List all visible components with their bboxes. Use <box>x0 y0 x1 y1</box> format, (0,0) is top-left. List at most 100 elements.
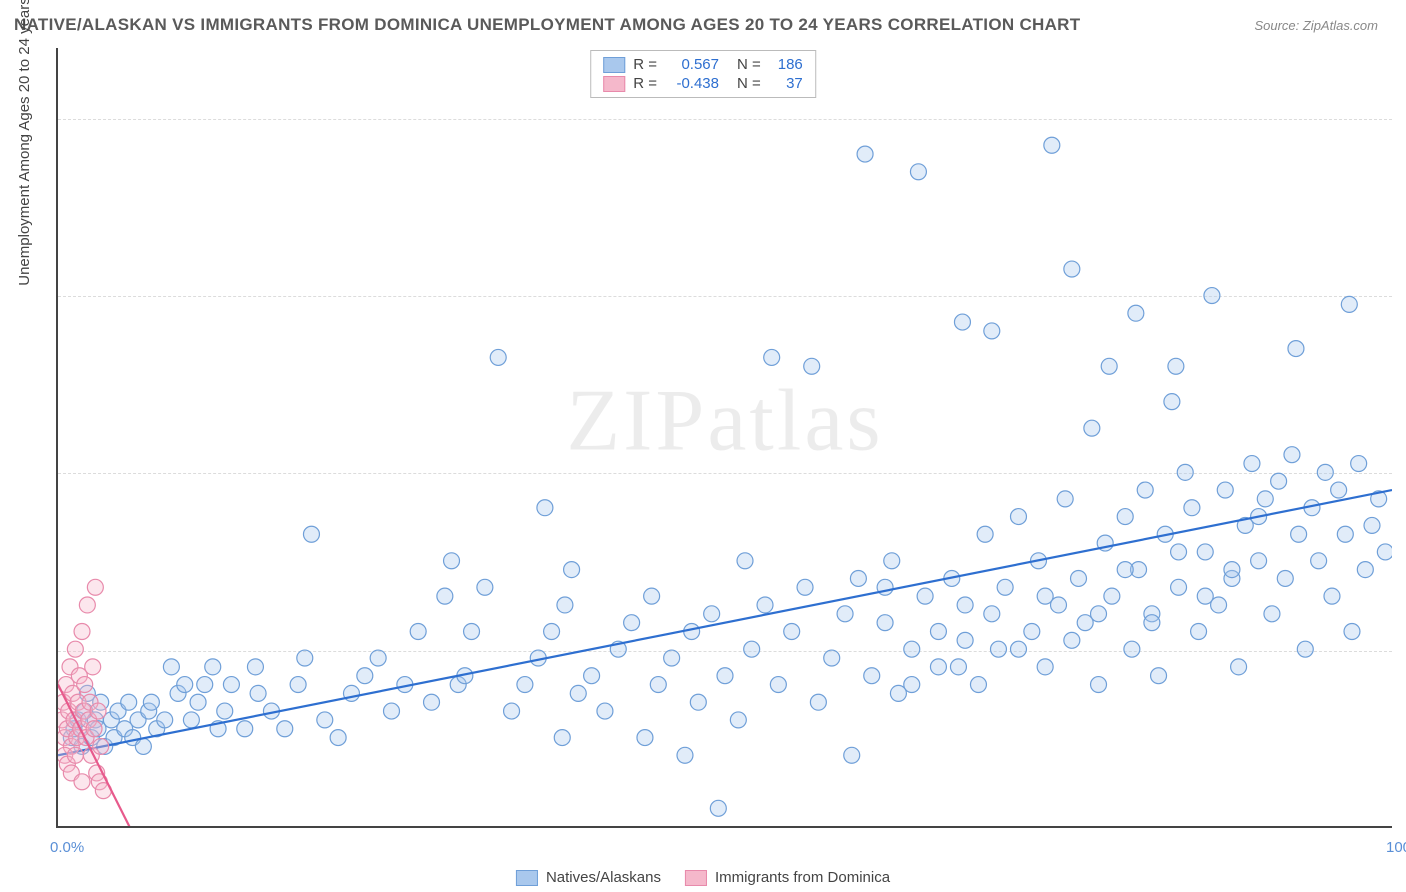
data-point <box>784 624 800 640</box>
series-name: Immigrants from Dominica <box>715 869 890 886</box>
data-point <box>1197 544 1213 560</box>
data-point <box>737 553 753 569</box>
data-point <box>757 597 773 613</box>
data-point <box>704 606 720 622</box>
data-point <box>1377 544 1392 560</box>
data-point <box>1137 482 1153 498</box>
data-point <box>223 677 239 693</box>
ytick-label: 80.0% <box>1396 110 1406 127</box>
data-point <box>1124 641 1140 657</box>
data-point <box>1164 394 1180 410</box>
data-point <box>1344 624 1360 640</box>
ytick-label: 60.0% <box>1396 288 1406 305</box>
data-point <box>74 624 90 640</box>
data-point <box>1168 358 1184 374</box>
data-point <box>1171 544 1187 560</box>
data-point <box>90 703 106 719</box>
data-point <box>86 721 102 737</box>
data-point <box>410 624 426 640</box>
data-point <box>370 650 386 666</box>
data-point <box>163 659 179 675</box>
data-point <box>1224 562 1240 578</box>
source-attribution: Source: ZipAtlas.com <box>1254 18 1378 33</box>
data-point <box>954 314 970 330</box>
data-point <box>424 694 440 710</box>
data-point <box>884 553 900 569</box>
legend-swatch-icon <box>603 76 625 92</box>
data-point <box>1171 579 1187 595</box>
data-point <box>217 703 233 719</box>
data-point <box>1291 526 1307 542</box>
data-point <box>1297 641 1313 657</box>
data-point <box>1317 464 1333 480</box>
series-legend-item: Immigrants from Dominica <box>685 869 890 886</box>
data-point <box>1128 305 1144 321</box>
data-point <box>624 615 640 631</box>
data-point <box>1151 668 1167 684</box>
data-point <box>1197 588 1213 604</box>
data-point <box>77 677 93 693</box>
data-point <box>584 668 600 684</box>
data-point <box>557 597 573 613</box>
data-point <box>1057 491 1073 507</box>
legend-swatch-icon <box>685 870 707 886</box>
series-legend: Natives/AlaskansImmigrants from Dominica <box>516 869 890 886</box>
data-point <box>93 738 109 754</box>
data-point <box>770 677 786 693</box>
data-point <box>464 624 480 640</box>
data-point <box>910 164 926 180</box>
data-point <box>930 624 946 640</box>
ytick-label: 20.0% <box>1396 642 1406 659</box>
data-point <box>810 694 826 710</box>
xtick-label: 100.0% <box>1386 839 1406 856</box>
data-point <box>384 703 400 719</box>
data-point <box>74 774 90 790</box>
ytick-label: 40.0% <box>1396 465 1406 482</box>
data-point <box>1184 500 1200 516</box>
data-point <box>977 526 993 542</box>
data-point <box>135 738 151 754</box>
data-point <box>357 668 373 684</box>
source-label: Source: <box>1254 18 1302 33</box>
data-point <box>277 721 293 737</box>
chart-plot-area: ZIPatlas 20.0%40.0%60.0%80.0%0.0%100.0% <box>56 48 1392 828</box>
data-point <box>717 668 733 684</box>
data-point <box>237 721 253 737</box>
data-point <box>824 650 840 666</box>
data-point <box>644 588 660 604</box>
xtick-label: 0.0% <box>50 839 84 856</box>
data-point <box>205 659 221 675</box>
data-point <box>303 526 319 542</box>
data-point <box>297 650 313 666</box>
data-point <box>857 146 873 162</box>
data-point <box>444 553 460 569</box>
data-point <box>330 730 346 746</box>
data-point <box>1144 615 1160 631</box>
scatter-svg <box>58 48 1392 826</box>
data-point <box>990 641 1006 657</box>
data-point <box>1204 288 1220 304</box>
data-point <box>1101 358 1117 374</box>
data-point <box>564 562 580 578</box>
data-point <box>1357 562 1373 578</box>
data-point <box>797 579 813 595</box>
data-point <box>1037 659 1053 675</box>
source-name: ZipAtlas.com <box>1303 18 1378 33</box>
data-point <box>930 659 946 675</box>
data-point <box>597 703 613 719</box>
data-point <box>1024 624 1040 640</box>
data-point <box>984 606 1000 622</box>
data-point <box>1231 659 1247 675</box>
data-point <box>1177 464 1193 480</box>
data-point <box>1257 491 1273 507</box>
data-point <box>1064 632 1080 648</box>
data-point <box>250 685 266 701</box>
data-point <box>157 712 173 728</box>
data-point <box>877 615 893 631</box>
data-point <box>904 641 920 657</box>
data-point <box>1037 588 1053 604</box>
data-point <box>517 677 533 693</box>
legend-n-label: N = <box>737 75 761 92</box>
data-point <box>1337 526 1353 542</box>
data-point <box>1341 296 1357 312</box>
